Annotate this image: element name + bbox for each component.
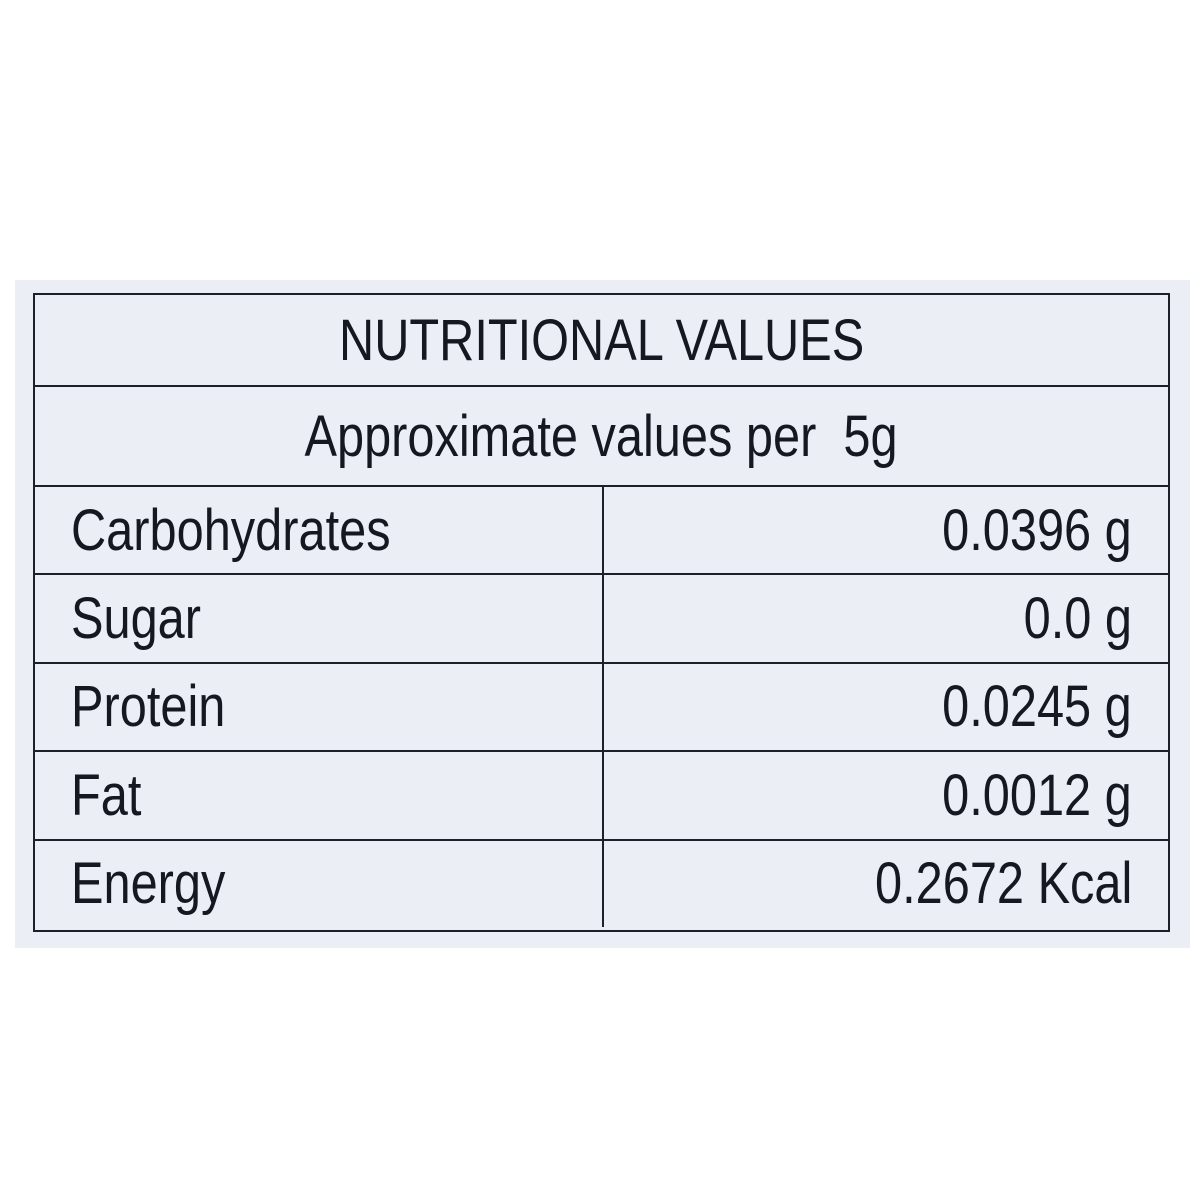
table-cell: Protein — [35, 663, 604, 751]
nutrient-amount: 0.2672 Kcal — [874, 851, 1132, 917]
table-cell: 0.0396 g — [604, 487, 1168, 573]
nutrient-name: Carbohydrates — [71, 497, 391, 563]
nutrient-amount: 0.0012 g — [942, 762, 1132, 828]
nutrient-name: Sugar — [71, 586, 202, 652]
nutrition-table: NUTRITIONAL VALUES Approximate values pe… — [33, 293, 1170, 932]
nutrient-name: Protein — [71, 674, 226, 740]
table-row: Fat 0.0012 g — [35, 750, 1168, 839]
table-title: NUTRITIONAL VALUES — [338, 307, 865, 373]
table-cell: 0.0012 g — [604, 752, 1168, 838]
subtitle-row: Approximate values per 5g — [35, 385, 1168, 485]
table-cell: 0.0245 g — [604, 664, 1168, 750]
table-row: Carbohydrates 0.0396 g — [35, 485, 1168, 574]
table-cell: Energy — [35, 840, 604, 927]
table-cell: Carbohydrates — [35, 487, 604, 574]
table-cell: 0.0 g — [604, 575, 1168, 661]
nutrient-name: Energy — [71, 851, 226, 917]
table-row: Protein 0.0245 g — [35, 661, 1168, 751]
table-cell: 0.2672 Kcal — [604, 841, 1168, 927]
title-row: NUTRITIONAL VALUES — [35, 295, 1168, 385]
table-cell: Fat — [35, 752, 604, 839]
nutrient-amount: 0.0 g — [1023, 586, 1132, 652]
nutrient-name: Fat — [71, 762, 142, 828]
nutrient-amount: 0.0396 g — [942, 497, 1132, 563]
table-cell: Sugar — [35, 575, 604, 662]
table-subtitle: Approximate values per 5g — [304, 403, 899, 469]
table-row: Sugar 0.0 g — [35, 573, 1168, 662]
table-row: Energy 0.2672 Kcal — [35, 838, 1168, 927]
nutrient-amount: 0.0245 g — [942, 674, 1132, 740]
